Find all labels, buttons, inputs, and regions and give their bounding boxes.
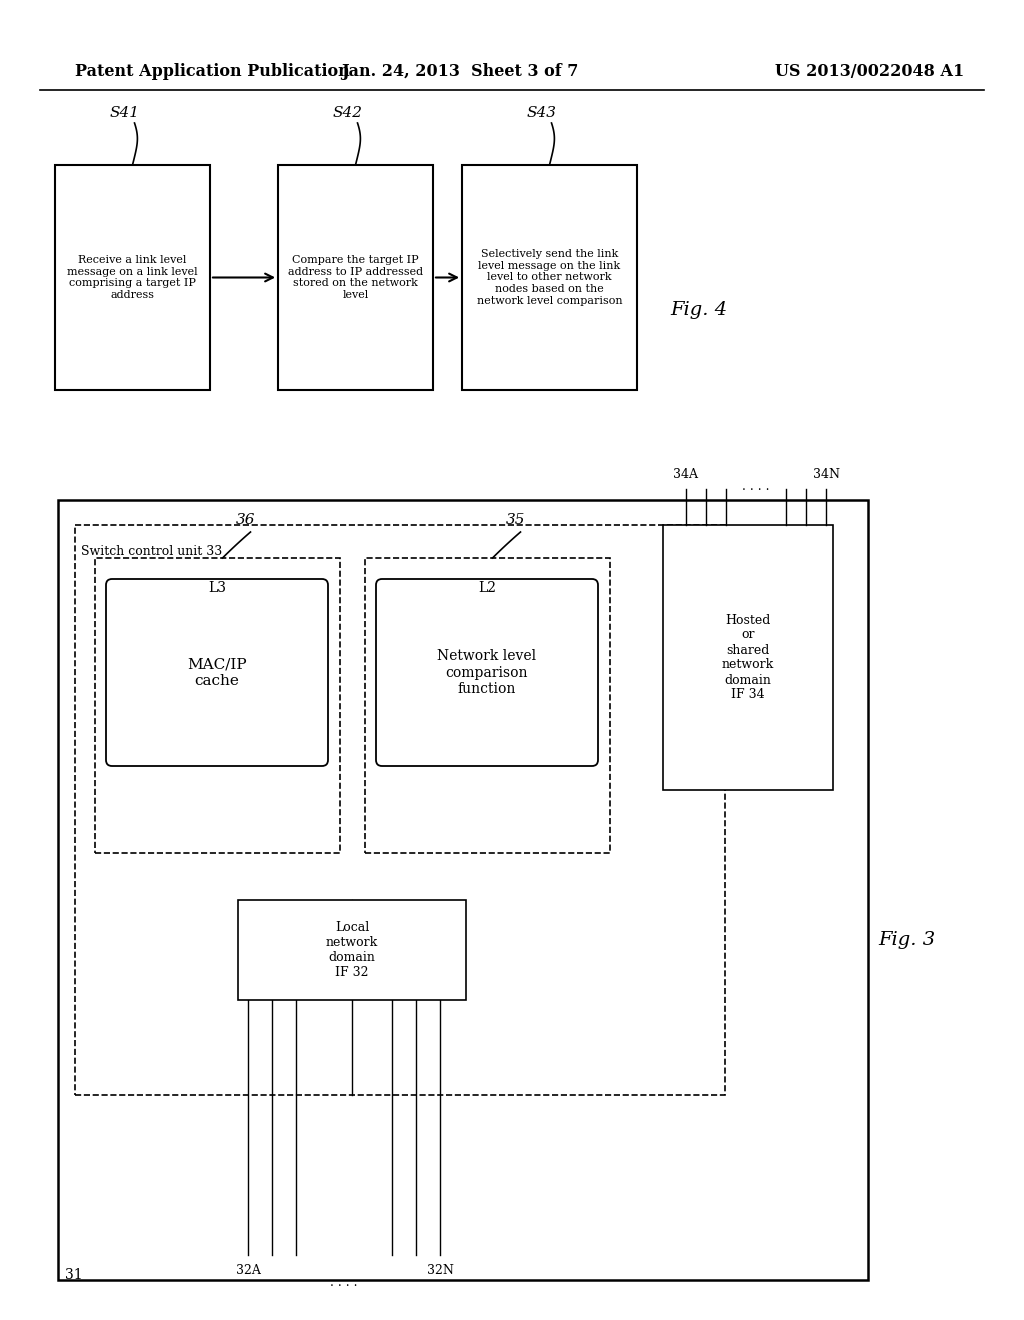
Text: S41: S41 bbox=[110, 106, 139, 120]
FancyBboxPatch shape bbox=[376, 579, 598, 766]
Text: 32N: 32N bbox=[427, 1265, 454, 1278]
Text: Receive a link level
message on a link level
comprising a target IP
address: Receive a link level message on a link l… bbox=[68, 255, 198, 300]
Text: Selectively send the link
level message on the link
level to other network
nodes: Selectively send the link level message … bbox=[477, 249, 623, 306]
Text: Network level
comparison
function: Network level comparison function bbox=[437, 649, 537, 696]
Text: 36: 36 bbox=[236, 513, 255, 527]
FancyBboxPatch shape bbox=[106, 579, 328, 766]
Text: 31: 31 bbox=[65, 1269, 83, 1282]
Text: S43: S43 bbox=[526, 106, 556, 120]
Text: Jan. 24, 2013  Sheet 3 of 7: Jan. 24, 2013 Sheet 3 of 7 bbox=[341, 63, 579, 81]
Text: 32A: 32A bbox=[236, 1265, 260, 1278]
Text: 34A: 34A bbox=[674, 469, 698, 482]
Text: Compare the target IP
address to IP addressed
stored on the network
level: Compare the target IP address to IP addr… bbox=[288, 255, 423, 300]
Text: L3: L3 bbox=[209, 581, 226, 595]
Text: 34N: 34N bbox=[812, 469, 840, 482]
Bar bbox=[58, 500, 868, 1280]
Text: Fig. 4: Fig. 4 bbox=[670, 301, 727, 319]
Bar bbox=[462, 165, 637, 389]
Text: . . . .: . . . . bbox=[331, 1276, 357, 1290]
Bar bbox=[95, 558, 340, 853]
Bar bbox=[75, 525, 725, 1096]
Text: MAC/IP
cache: MAC/IP cache bbox=[187, 657, 247, 688]
Text: Fig. 3: Fig. 3 bbox=[878, 931, 935, 949]
Text: Switch control unit 33: Switch control unit 33 bbox=[81, 545, 222, 558]
Text: . . . .: . . . . bbox=[742, 479, 770, 492]
Text: 35: 35 bbox=[506, 513, 525, 527]
Text: Patent Application Publication: Patent Application Publication bbox=[75, 63, 350, 81]
Text: L2: L2 bbox=[478, 581, 497, 595]
Text: Hosted
or
shared
network
domain
IF 34: Hosted or shared network domain IF 34 bbox=[722, 614, 774, 701]
Bar bbox=[238, 900, 466, 1001]
Bar bbox=[278, 165, 433, 389]
Bar bbox=[55, 165, 210, 389]
Text: S42: S42 bbox=[333, 106, 362, 120]
Text: US 2013/0022048 A1: US 2013/0022048 A1 bbox=[775, 63, 965, 81]
Bar bbox=[663, 525, 833, 789]
Text: Local
network
domain
IF 32: Local network domain IF 32 bbox=[326, 921, 378, 979]
Bar bbox=[365, 558, 610, 853]
